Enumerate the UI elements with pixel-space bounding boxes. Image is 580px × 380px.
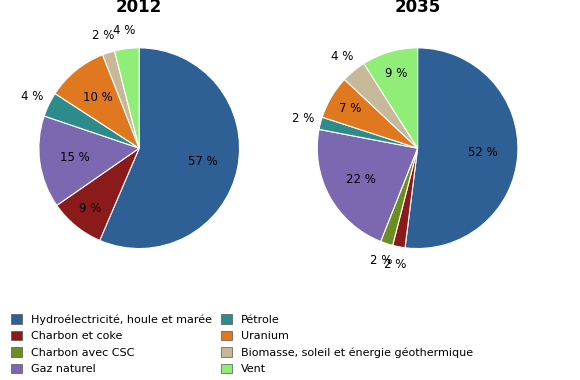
Text: 2 %: 2 % (384, 258, 407, 271)
Text: 10 %: 10 % (83, 91, 113, 104)
Wedge shape (100, 48, 240, 249)
Text: 4 %: 4 % (21, 90, 44, 103)
Text: 4 %: 4 % (331, 51, 353, 63)
Wedge shape (44, 93, 139, 148)
Text: 2 %: 2 % (370, 254, 392, 267)
Wedge shape (114, 48, 139, 148)
Wedge shape (103, 51, 139, 148)
Text: 7 %: 7 % (339, 102, 361, 115)
Text: 57 %: 57 % (188, 155, 218, 168)
Wedge shape (345, 63, 418, 148)
Wedge shape (380, 148, 418, 245)
Text: 4 %: 4 % (113, 24, 136, 37)
Title: 2035: 2035 (394, 0, 441, 16)
Text: 2 %: 2 % (92, 29, 114, 42)
Wedge shape (57, 148, 139, 241)
Wedge shape (393, 148, 418, 248)
Text: 52 %: 52 % (468, 146, 498, 159)
Wedge shape (39, 116, 139, 205)
Text: 22 %: 22 % (346, 173, 375, 186)
Wedge shape (55, 55, 139, 148)
Wedge shape (364, 48, 418, 148)
Wedge shape (319, 117, 418, 148)
Wedge shape (317, 130, 418, 241)
Text: 9 %: 9 % (385, 66, 407, 79)
Legend: Hydroélectricité, houle et marée, Charbon et coke, Charbon avec CSC, Gaz naturel: Hydroélectricité, houle et marée, Charbo… (12, 314, 473, 374)
Text: 9 %: 9 % (78, 202, 101, 215)
Text: 15 %: 15 % (60, 151, 89, 164)
Wedge shape (405, 48, 518, 249)
Text: 2 %: 2 % (292, 112, 314, 125)
Title: 2012: 2012 (116, 0, 162, 16)
Wedge shape (322, 79, 418, 148)
